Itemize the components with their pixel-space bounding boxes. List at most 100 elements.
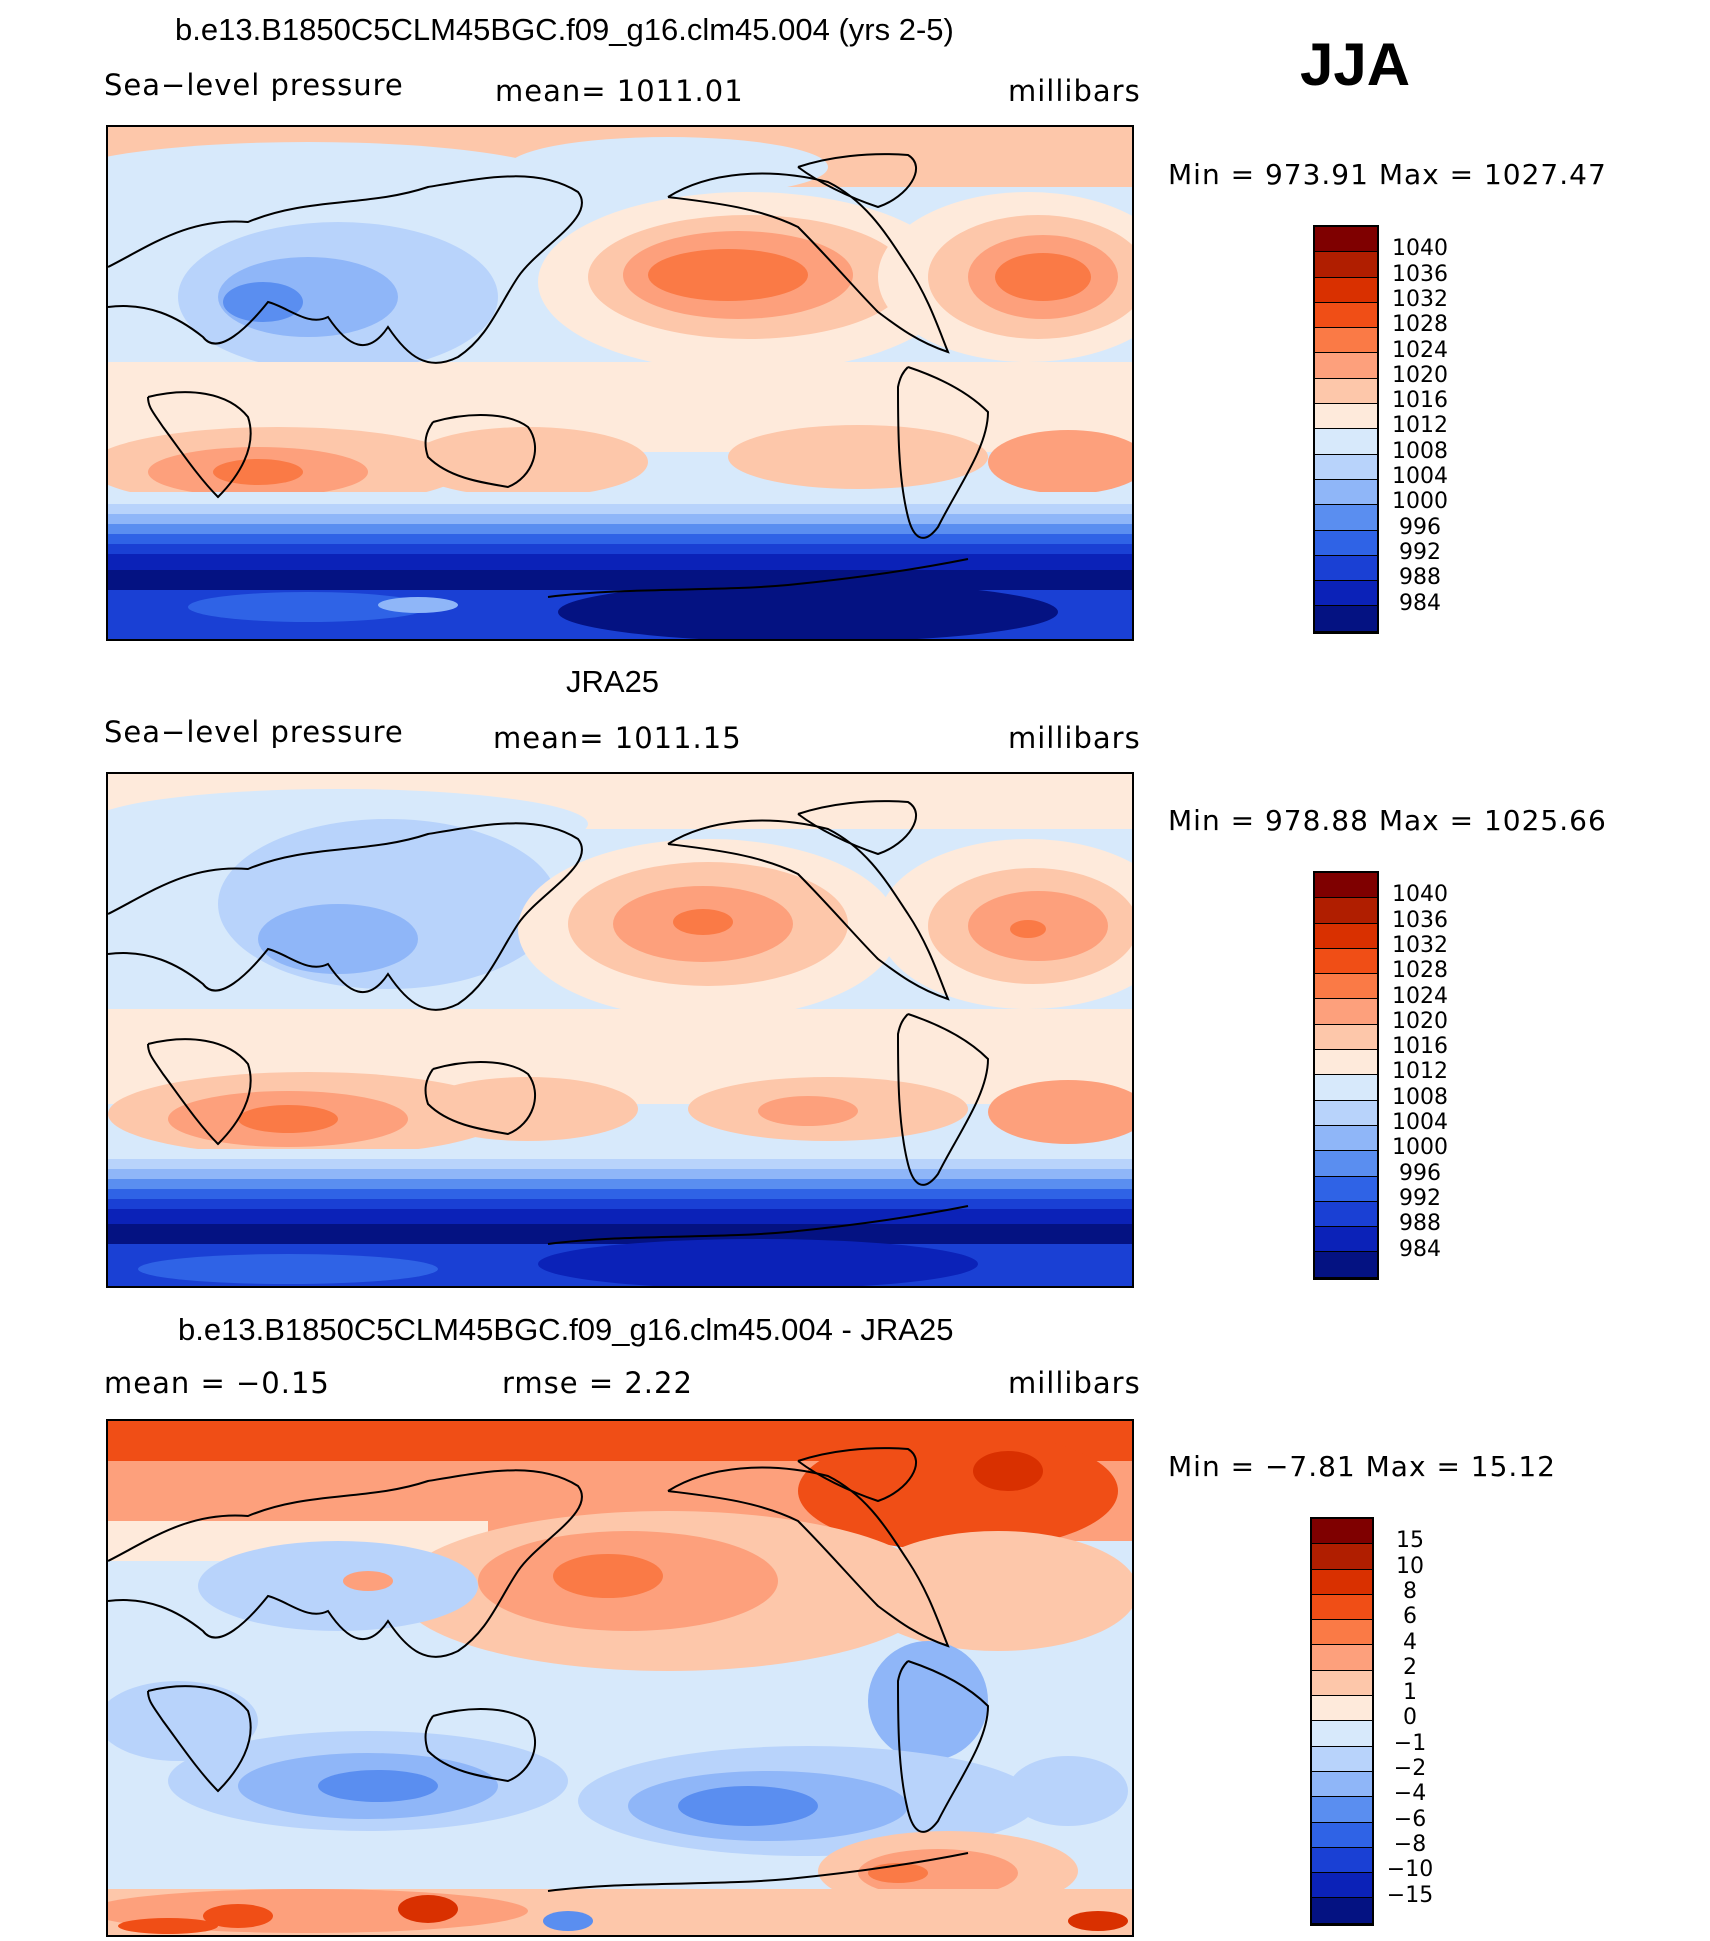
colorbar-swatch xyxy=(1315,404,1377,430)
mean-label: mean= 1011.01 xyxy=(495,74,744,108)
colorbar-swatch xyxy=(1315,302,1377,329)
map-model-slp xyxy=(106,125,1134,641)
colorbar-tick-label: 1016 xyxy=(1392,388,1448,414)
colorbar-swatch xyxy=(1315,1151,1377,1177)
panel-title: JRA25 xyxy=(566,664,660,699)
colorbar-swatch xyxy=(1315,1050,1377,1076)
minmax-label: Min = −7.81 Max = 15.12 xyxy=(1168,1450,1556,1483)
colorbar-swatch xyxy=(1315,252,1377,278)
rmse-label: rmse = 2.22 xyxy=(502,1366,693,1400)
colorbar-swatch xyxy=(1312,1620,1372,1646)
colorbar-swatch xyxy=(1315,873,1377,899)
colorbar-swatch xyxy=(1315,1201,1377,1228)
colorbar-swatch xyxy=(1315,353,1377,379)
colorbar-swatch xyxy=(1312,1873,1372,1899)
colorbar-swatch xyxy=(1315,555,1377,582)
colorbar-tick-label: 8 xyxy=(1403,1578,1417,1604)
colorbar-tick-label: −8 xyxy=(1393,1831,1427,1857)
colorbar-swatch xyxy=(1315,1100,1377,1126)
colorbar-tick-label: 984 xyxy=(1399,1236,1441,1262)
colorbar xyxy=(1313,871,1379,1280)
colorbar-swatch xyxy=(1315,974,1377,1000)
colorbar-tick-label: 1000 xyxy=(1392,1135,1448,1161)
colorbar-swatch xyxy=(1315,1176,1377,1202)
panel-title: b.e13.B1850C5CLM45BGC.f09_g16.clm45.004 … xyxy=(175,12,954,47)
colorbar-tick-label: −15 xyxy=(1386,1882,1434,1908)
colorbar-tick-label: 996 xyxy=(1399,1160,1441,1186)
mean-label: mean= 1011.15 xyxy=(493,721,742,755)
colorbar-swatch xyxy=(1315,606,1377,632)
colorbar-swatch xyxy=(1315,1252,1377,1278)
colorbar-swatch xyxy=(1315,898,1377,924)
colorbar-tick-label: 1008 xyxy=(1392,1084,1448,1110)
map-difference xyxy=(106,1419,1134,1937)
colorbar-tick-label: 6 xyxy=(1403,1604,1417,1630)
colorbar-swatch xyxy=(1315,227,1377,253)
colorbar-swatch xyxy=(1312,1822,1372,1848)
colorbar-tick-label: 1000 xyxy=(1392,489,1448,515)
minmax-label: Min = 973.91 Max = 1027.47 xyxy=(1168,158,1607,191)
colorbar-swatch xyxy=(1315,1075,1377,1101)
colorbar-tick-label: 1020 xyxy=(1392,1008,1448,1034)
colorbar-swatch xyxy=(1312,1847,1372,1874)
colorbar-tick-label: −10 xyxy=(1386,1857,1434,1883)
minmax-label: Min = 978.88 Max = 1025.66 xyxy=(1168,804,1607,837)
colorbar-tick-label: 1040 xyxy=(1392,882,1448,908)
colorbar-swatch xyxy=(1315,948,1377,975)
colorbar-tick-label: 1016 xyxy=(1392,1034,1448,1060)
colorbar-tick-label: 15 xyxy=(1396,1528,1424,1554)
units-label: millibars xyxy=(1008,1366,1141,1400)
colorbar-tick-label: 1004 xyxy=(1392,1110,1448,1135)
colorbar-tick-label: 988 xyxy=(1399,1211,1441,1237)
colorbar-tick-label: 4 xyxy=(1403,1629,1417,1655)
colorbar-tick-label: 10 xyxy=(1396,1553,1424,1579)
colorbar-tick-label: 1020 xyxy=(1392,362,1448,388)
colorbar-tick-label: 0 xyxy=(1403,1705,1417,1731)
colorbar-tick-label: 988 xyxy=(1399,565,1441,591)
colorbar-tick-label: 1032 xyxy=(1392,932,1448,958)
colorbar-tick-label: 1 xyxy=(1403,1680,1417,1706)
colorbar-swatch xyxy=(1315,328,1377,354)
colorbar-swatch xyxy=(1315,923,1377,949)
colorbar-swatch xyxy=(1312,1696,1372,1722)
colorbar-tick-label: 992 xyxy=(1399,539,1441,565)
colorbar-tick-label: 1004 xyxy=(1392,464,1448,489)
colorbar-swatch xyxy=(1312,1670,1372,1697)
colorbar-swatch xyxy=(1315,1024,1377,1051)
colorbar-tick-label: 1012 xyxy=(1392,413,1448,439)
colorbar-swatch xyxy=(1312,1544,1372,1570)
colorbar-swatch xyxy=(1315,378,1377,405)
colorbar-swatch xyxy=(1312,1898,1372,1924)
colorbar-tick-label: 1028 xyxy=(1392,312,1448,338)
colorbar-swatch xyxy=(1312,1519,1372,1545)
colorbar-tick-label: 1024 xyxy=(1392,983,1448,1009)
colorbar-swatch xyxy=(1315,1125,1377,1152)
units-label: millibars xyxy=(1008,74,1141,108)
colorbar-tick-label: 1032 xyxy=(1392,286,1448,312)
colorbar-tick-label: −1 xyxy=(1393,1730,1427,1756)
colorbar-tick-label: 1012 xyxy=(1392,1059,1448,1085)
units-label: millibars xyxy=(1008,721,1141,755)
colorbar-swatch xyxy=(1315,505,1377,531)
colorbar-tick-label: 1008 xyxy=(1392,438,1448,464)
colorbar-tick-label: 2 xyxy=(1403,1654,1417,1680)
colorbar-swatch xyxy=(1312,1797,1372,1823)
colorbar-swatch xyxy=(1315,530,1377,556)
colorbar-swatch xyxy=(1315,429,1377,455)
colorbar-tick-label: 984 xyxy=(1399,590,1441,616)
colorbar-swatch xyxy=(1312,1721,1372,1747)
colorbar-swatch xyxy=(1315,277,1377,303)
colorbar-swatch xyxy=(1312,1771,1372,1798)
colorbar xyxy=(1313,225,1379,634)
colorbar-tick-label: 1028 xyxy=(1392,958,1448,984)
variable-label: Sea−level pressure xyxy=(104,68,404,102)
panel-title: b.e13.B1850C5CLM45BGC.f09_g16.clm45.004 … xyxy=(178,1312,954,1347)
colorbar-swatch xyxy=(1315,454,1377,480)
colorbar xyxy=(1310,1517,1374,1926)
colorbar-swatch xyxy=(1312,1746,1372,1772)
colorbar-tick-label: 1040 xyxy=(1392,236,1448,262)
colorbar-tick-label: 992 xyxy=(1399,1185,1441,1211)
colorbar-tick-label: 996 xyxy=(1399,514,1441,540)
colorbar-swatch xyxy=(1312,1569,1372,1595)
colorbar-tick-label: 1024 xyxy=(1392,337,1448,363)
